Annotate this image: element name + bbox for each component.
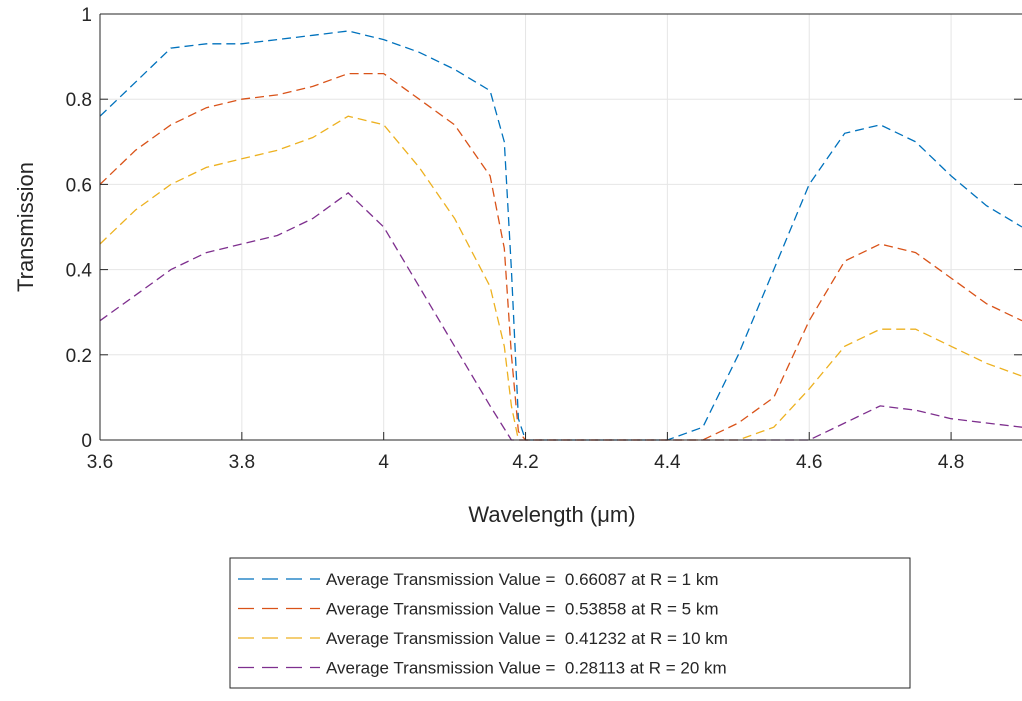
series-line-1 xyxy=(99,30,1022,441)
y-tick-label: 0.4 xyxy=(66,261,93,282)
legend-label-4: Average Transmission Value = 0.28113 at … xyxy=(326,659,727,678)
x-tick-label: 3.6 xyxy=(87,452,113,473)
x-axis-title: Wavelength (μm) xyxy=(468,502,635,527)
x-tick-label: 4.8 xyxy=(938,452,964,473)
series-line-3 xyxy=(99,115,1022,441)
x-tick-label: 4.4 xyxy=(654,452,681,473)
y-tick-label: 0.2 xyxy=(66,346,92,367)
legend-label-3: Average Transmission Value = 0.41232 at … xyxy=(326,629,728,648)
x-tick-label: 4 xyxy=(378,452,389,473)
legend-label-1: Average Transmission Value = 0.66087 at … xyxy=(326,570,718,589)
y-tick-label: 0.8 xyxy=(66,90,92,111)
axes-layer: 3.6 3.8 4 4.2 4.4 4.6 4.8 0 0.2 0.4 0.6 0.8 1 xyxy=(66,5,1022,473)
x-tick-label: 4.2 xyxy=(512,452,538,473)
legend: Average Transmission Value = 0.66087 at … xyxy=(229,557,911,689)
y-tick-label: 1 xyxy=(81,5,92,26)
y-tick-label: 0 xyxy=(81,431,92,452)
series-line-2 xyxy=(99,72,1022,441)
legend-label-2: Average Transmission Value = 0.53858 at … xyxy=(326,600,718,619)
grid-layer xyxy=(99,13,1022,441)
x-tick-label: 4.6 xyxy=(796,452,822,473)
series-line-4 xyxy=(99,192,1022,441)
x-tick-label: 3.8 xyxy=(229,452,255,473)
series-layer xyxy=(99,30,1022,441)
legend-box xyxy=(229,557,911,689)
y-tick-label: 0.6 xyxy=(66,175,92,196)
y-axis-title: Transmission xyxy=(13,162,38,292)
